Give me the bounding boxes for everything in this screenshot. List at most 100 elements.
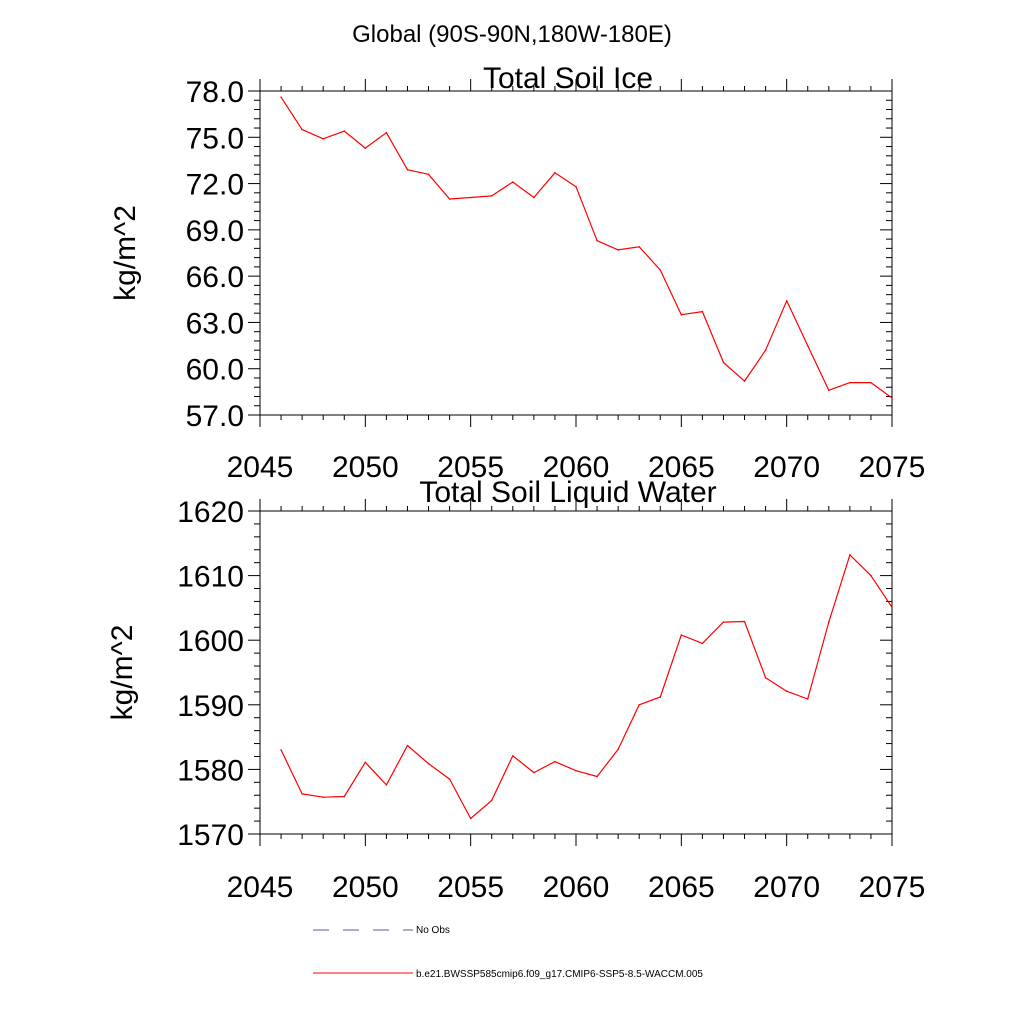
y-tick-label: 75.0 [186,122,244,155]
data-point [806,698,809,700]
data-point [701,642,704,645]
data-point [891,397,893,399]
data-point [638,704,640,706]
data-point [743,380,746,382]
y-tick-label: 60.0 [186,354,244,387]
y-tick-label: 72.0 [186,169,244,202]
y-tick-label: 1620 [177,496,244,529]
data-point [533,771,535,774]
y-tick-label: 1600 [177,625,244,658]
data-point [575,185,577,188]
data-point [680,313,683,316]
data-point [554,760,556,763]
data-point [490,195,493,197]
data-point [743,620,746,623]
data-point [280,96,282,98]
data-point [659,696,662,698]
data-point [849,381,851,384]
x-tick-label: 2060 [543,871,610,904]
x-tick-label: 2070 [753,871,820,904]
data-point [785,300,788,302]
data-point [427,762,430,765]
legend-label-model: b.e21.BWSSP585cmip6.f09_g17.CMIP6-SSP5-8… [416,969,703,980]
x-tick-label: 2045 [227,451,294,484]
data-point [427,173,430,176]
data-point [280,749,282,751]
data-point [617,748,619,751]
y-axis-label: kg/m^2 [109,205,142,301]
x-tick-label: 2070 [753,451,820,484]
data-point [680,634,683,636]
data-point [722,361,725,364]
figure-suptitle: Global (90S-90N,180W-180E) [352,21,672,48]
data-point [659,269,662,271]
y-tick-label: 1570 [177,819,244,852]
data-point [364,761,367,764]
data-point [785,690,788,692]
x-tick-label: 2060 [543,451,610,484]
data-point [301,128,303,131]
x-tick-label: 2065 [648,871,715,904]
data-point [828,621,830,623]
x-tick-label: 2050 [332,871,399,904]
data-point [764,349,767,352]
data-point [870,574,872,577]
data-point [448,198,451,200]
data-point [364,147,367,149]
data-point [301,793,303,795]
data-point [806,344,809,347]
legend-label-no-obs: No Obs [416,925,450,936]
data-point [406,744,409,747]
legend: No Obs b.e21.BWSSP585cmip6.f09_g17.CMIP6… [313,925,703,980]
y-tick-label: 69.0 [186,215,244,248]
data-point [322,138,325,140]
data-point [469,196,472,199]
data-point [828,389,830,392]
x-tick-label: 2075 [859,871,926,904]
data-point [701,310,704,313]
x-tick-label: 2075 [859,451,926,484]
data-point [343,130,346,132]
data-point [764,676,767,679]
y-tick-label: 63.0 [186,307,244,340]
data-point [722,621,725,623]
panel-total-soil-liquid-water: Total Soil Liquid Water 2045 2050 2055 2060 2… [106,476,925,904]
y-tick-label: 66.0 [186,261,244,294]
data-point [385,131,388,134]
y-tick-label: 1580 [177,754,244,787]
data-point [554,172,556,174]
data-point [385,784,388,786]
data-point [870,381,872,384]
x-tick-label: 2055 [437,871,504,904]
x-tick-label: 2045 [227,871,294,904]
data-point [533,196,535,199]
data-point [343,795,346,798]
y-tick-label: 57.0 [186,400,244,433]
series-line [280,96,893,399]
x-tick-label: 2050 [332,451,399,484]
data-point [617,249,619,251]
data-point [596,775,598,778]
series-line [280,554,893,820]
chart-title: Total Soil Ice [483,62,653,95]
panel-total-soil-ice: Total Soil Ice 2045 2050 2055 2060 2065 2070 20… [109,62,925,484]
data-point [849,554,851,556]
data-point [575,769,577,772]
data-point [490,799,493,802]
data-point [469,817,472,820]
data-point [638,246,640,248]
y-tick-label: 78.0 [186,76,244,109]
data-point [512,755,514,757]
y-tick-label: 1610 [177,561,244,594]
y-axis-label: kg/m^2 [106,625,139,721]
data-point [891,606,893,609]
x-tick-label: 2065 [648,451,715,484]
y-tick-label: 1590 [177,690,244,723]
data-point [322,796,325,798]
data-point [512,181,514,183]
chart-title: Total Soil Liquid Water [419,476,716,509]
data-point [448,778,451,780]
x-tick-label: 2055 [437,451,504,484]
